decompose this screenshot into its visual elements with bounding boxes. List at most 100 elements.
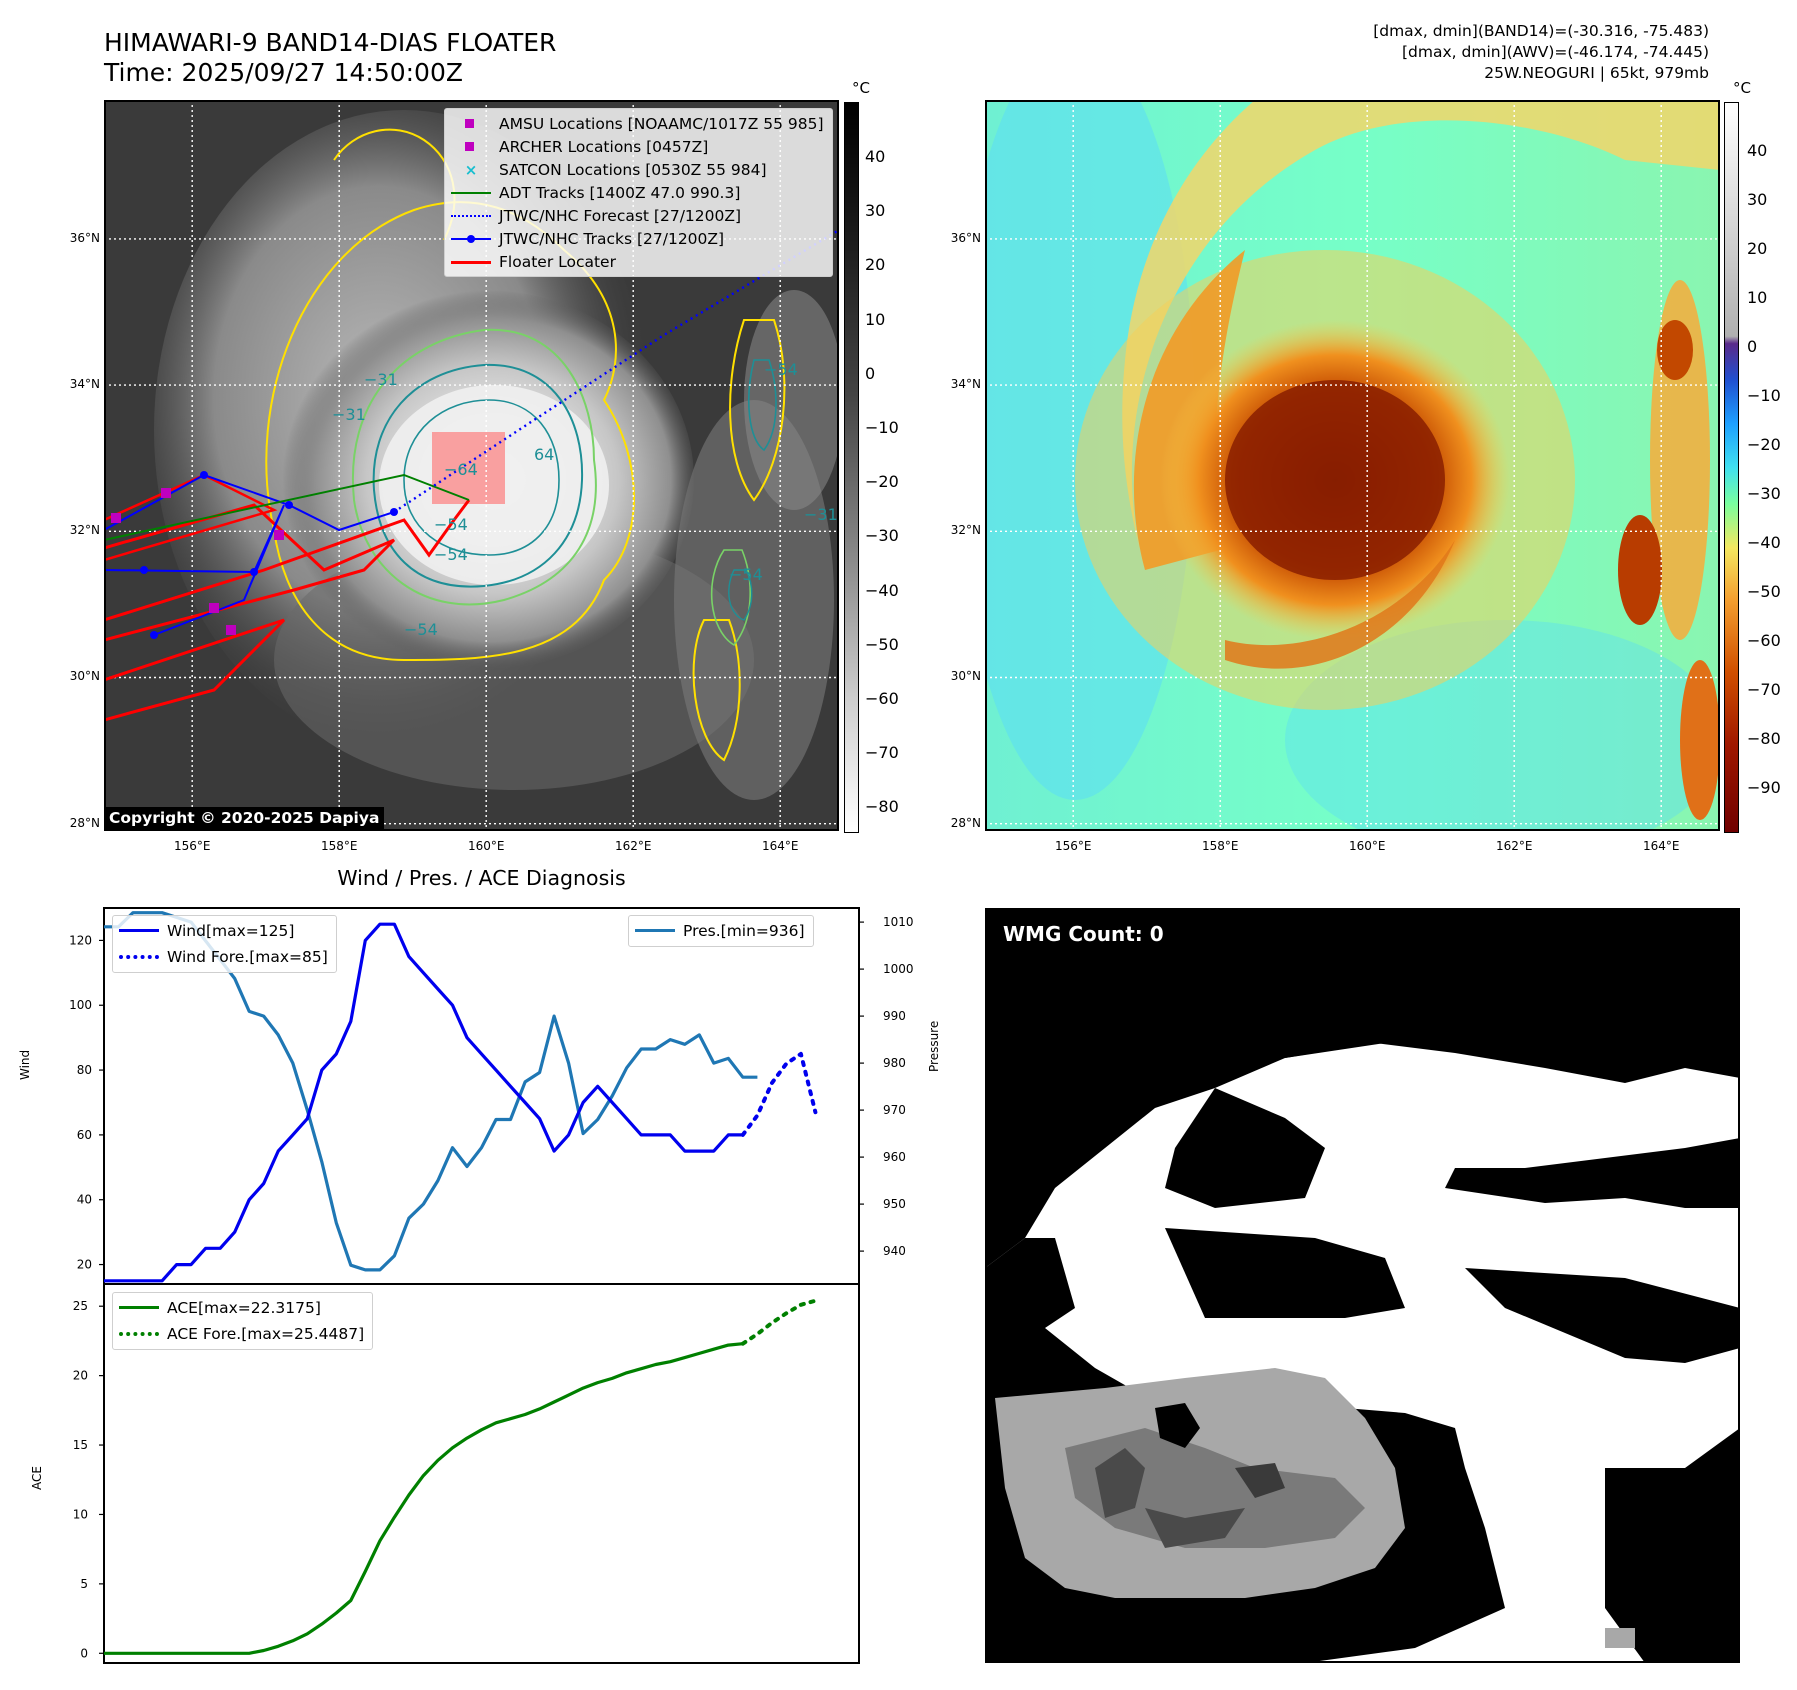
ir-map-frame (104, 100, 839, 831)
wind-forecast-line (740, 1051, 818, 1137)
legend-wind: Wind[max=125] (113, 918, 328, 944)
legend-adt-label: ADT Tracks [1400Z 47.0 990.3] (499, 183, 741, 202)
legend-forecast-label: JTWC/NHC Forecast [27/1200Z] (499, 206, 742, 225)
legend-archer-label: ARCHER Locations [0457Z] (499, 137, 709, 156)
ace-ytick-label: 10 (73, 1507, 88, 1521)
colorbar-tick-label: −30 (865, 526, 899, 546)
amsu-point (274, 530, 284, 540)
legend-floater: Floater Locater (445, 250, 824, 273)
amsu-point (161, 488, 171, 498)
lon-tick-label: 162°E (1495, 839, 1533, 853)
wind-ytick-label: 40 (77, 1193, 92, 1207)
awv-map-image (985, 100, 1720, 831)
lat-tick-label: 30°N (950, 669, 981, 684)
legend-tracks-label: JTWC/NHC Tracks [27/1200Z] (499, 229, 725, 248)
lat-tick-label: 34°N (69, 377, 100, 392)
ace-line (104, 1342, 743, 1655)
legend-wind-fore: Wind Fore.[max=85] (113, 944, 328, 970)
wmg-count-badge: WMG Count: 0 (995, 918, 1172, 950)
legend-floater-label: Floater Locater (499, 252, 616, 271)
lon-tick-label: 156°E (173, 839, 211, 853)
lon-tick-label: 162°E (614, 839, 652, 853)
legend-ace-fore-label: ACE Fore.[max=25.4487] (167, 1325, 365, 1343)
track-point (140, 566, 148, 574)
colorbar-tick-label: −20 (1747, 435, 1781, 454)
colorbar-tick-label: −50 (1747, 582, 1781, 601)
pressure-ytick-label: 990 (883, 1009, 906, 1023)
track-point (250, 568, 258, 576)
ace-ytick-label: 15 (73, 1438, 88, 1452)
copyright-badge: Copyright © 2020-2025 Dapiya (104, 807, 385, 829)
colorbar-tick-label: 10 (1747, 288, 1768, 307)
ace-forecast-line (740, 1298, 818, 1346)
pressure-ytick-label: 950 (883, 1197, 906, 1211)
legend-amsu: AMSU Locations [NOAAMC/1017Z 55 985] (445, 112, 824, 135)
track-point (150, 631, 158, 639)
amsu-point (111, 513, 121, 523)
floater-track (104, 473, 278, 562)
floater-track (104, 618, 286, 722)
ace-axis-label: ACE (30, 1466, 44, 1490)
colorbar-tick-label: −60 (1747, 631, 1781, 650)
pressure-ytick-label: 960 (883, 1150, 906, 1164)
colorbar-tick-label: −10 (865, 418, 899, 437)
colorbar-tick-label: 30 (865, 201, 886, 221)
storm-info: 25W.NEOGURI | 65kt, 979mb (1484, 64, 1709, 82)
contour-label: −54 (434, 515, 468, 534)
colorbar-tick-label: −40 (865, 580, 899, 600)
wmg-frame (985, 908, 1740, 1663)
colorbar-tick-label: 10 (865, 309, 886, 329)
pressure-ytick-label: 1000 (883, 962, 914, 976)
floater-line (451, 260, 491, 264)
lat-tick-label: 34°N (950, 377, 981, 392)
wind-ytick-label: 120 (69, 933, 92, 947)
colorbar-tick-label: −50 (865, 634, 899, 654)
colorbar-tick-label: −80 (1747, 729, 1781, 748)
colorbar-tick-label: −70 (865, 743, 899, 763)
archer-marker (465, 141, 474, 151)
lat-tick-label: 30°N (69, 669, 100, 684)
colorbar-tick-label: −80 (865, 797, 899, 817)
diagnosis-title: Wind / Pres. / ACE Diagnosis (337, 866, 626, 890)
ace-swatch (119, 1306, 159, 1309)
legend-tracks: JTWC/NHC Tracks [27/1200Z] (445, 227, 824, 250)
ir-map-panel: −31 −31 −54 −54 −64 64 −54 −54 −54 −31 AMSU Locat… (104, 100, 839, 831)
colorbar-tick-label: −30 (1747, 484, 1781, 503)
contour-label: 64 (534, 445, 554, 464)
ace-ytick-label: 20 (73, 1369, 88, 1383)
legend-pres-label: Pres.[min=936] (683, 922, 805, 940)
awv-colorbar-unit: °C (1733, 79, 1751, 97)
lon-tick-label: 160°E (467, 839, 505, 853)
colorbar-tick-label: −70 (1747, 680, 1781, 699)
lon-tick-label: 158°E (1201, 839, 1239, 853)
amsu-point (226, 625, 236, 635)
wind-ytick-label: 20 (77, 1258, 92, 1272)
wmg-panel: WMG Count: 0 (985, 908, 1740, 1663)
ace-ytick-label: 5 (80, 1577, 88, 1591)
lon-tick-label: 156°E (1054, 839, 1092, 853)
amsu-point (209, 603, 219, 613)
legend-ace-label: ACE[max=22.3175] (167, 1299, 321, 1317)
pressure-ytick-label: 970 (883, 1103, 906, 1117)
track-point (390, 508, 398, 516)
legend-satcon-label: SATCON Locations [0530Z 55 984] (499, 160, 767, 179)
forecast-line (451, 214, 491, 217)
legend-satcon: × SATCON Locations [0530Z 55 984] (445, 158, 824, 181)
wind-swatch (119, 929, 159, 932)
pressure-ytick-label: 940 (883, 1244, 906, 1258)
floater-locater-box (432, 432, 505, 504)
awv-range: [dmax, dmin](AWV)=(-46.174, -74.445) (1402, 43, 1709, 61)
ace-fore-swatch (119, 1332, 159, 1336)
legend-ace: ACE[max=22.3175] (113, 1295, 364, 1321)
track-point (200, 471, 208, 479)
contour-label: −31 (332, 405, 366, 424)
colorbar-tick-label: −20 (865, 472, 899, 492)
adt-track (104, 473, 470, 541)
colorbar-tick-label: 40 (865, 147, 886, 166)
pres-swatch (635, 929, 675, 932)
lat-tick-label: 32°N (950, 523, 981, 538)
colorbar-tick-label: −90 (1747, 778, 1781, 797)
awv-map-frame (985, 100, 1720, 831)
legend-pres: Pres.[min=936] (629, 918, 805, 944)
lat-tick-label: 36°N (69, 230, 100, 245)
